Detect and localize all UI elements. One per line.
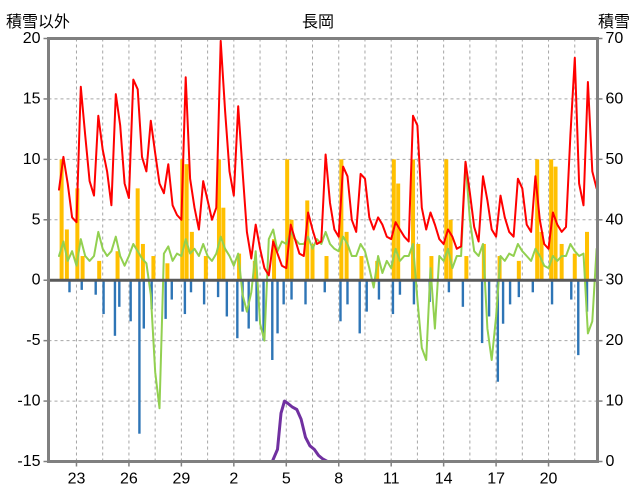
red-line-series bbox=[58, 39, 598, 277]
right-axis-tick-label: 70 bbox=[606, 30, 624, 47]
axis-ticks bbox=[43, 37, 603, 467]
purple-line-series bbox=[241, 399, 598, 462]
right-axis-tick-label: 20 bbox=[606, 332, 624, 349]
blue-bars-series bbox=[68, 280, 589, 434]
x-axis-tick-label: 8 bbox=[334, 471, 343, 488]
left-axis-tick-label: 15 bbox=[23, 90, 41, 107]
plot-border bbox=[47, 37, 599, 463]
right-axis-tick-label: 40 bbox=[606, 211, 624, 228]
right-axis-tick-label: 0 bbox=[606, 453, 615, 470]
x-axis-tick-label: 17 bbox=[487, 471, 505, 488]
chart-header: 積雪以外 長岡 積雪 bbox=[0, 4, 636, 31]
right-axis-tick-label: 30 bbox=[606, 272, 624, 289]
left-axis-tick-label: -15 bbox=[17, 453, 40, 470]
right-axis-tick-label: 50 bbox=[606, 151, 624, 168]
x-axis-tick-label: 20 bbox=[540, 471, 558, 488]
left-axis-tick-label: -5 bbox=[26, 332, 40, 349]
x-axis-tick-label: 26 bbox=[120, 471, 138, 488]
left-axis-tick-label: -10 bbox=[17, 393, 40, 410]
left-axis-title: 積雪以外 bbox=[6, 14, 71, 31]
left-axis-tick-label: 10 bbox=[23, 151, 41, 168]
left-axis-tick-label: 20 bbox=[23, 30, 41, 47]
left-axis-tick-label: 5 bbox=[32, 211, 41, 228]
x-axis-tick-label: 14 bbox=[435, 471, 453, 488]
series bbox=[58, 39, 598, 462]
right-axis-tick-label: 10 bbox=[606, 393, 624, 410]
x-axis-tick-label: 29 bbox=[172, 471, 190, 488]
right-axis-tick-label: 60 bbox=[606, 90, 624, 107]
x-axis-tick-label: 23 bbox=[68, 471, 86, 488]
left-axis-tick-label: 0 bbox=[32, 272, 41, 289]
x-axis-tick-label: 11 bbox=[383, 471, 400, 488]
right-axis-title: 積雪 bbox=[597, 14, 630, 31]
x-axis-tick-label: 5 bbox=[282, 471, 291, 488]
chart-title: 長岡 bbox=[301, 14, 334, 31]
x-axis-tick-label: 2 bbox=[229, 471, 238, 488]
